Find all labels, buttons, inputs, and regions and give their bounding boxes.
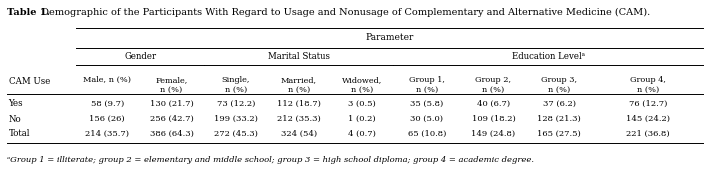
Text: Group 4,
n (%): Group 4, n (%)	[630, 76, 665, 94]
Text: Group 2,
n (%): Group 2, n (%)	[476, 76, 511, 94]
Text: 3 (0.5): 3 (0.5)	[348, 100, 376, 108]
Text: 76 (12.7): 76 (12.7)	[628, 100, 667, 108]
Text: Gender: Gender	[124, 52, 156, 61]
Text: No: No	[9, 115, 21, 123]
Text: 386 (64.3): 386 (64.3)	[150, 130, 193, 138]
Text: Married,
n (%): Married, n (%)	[281, 76, 317, 94]
Text: Parameter: Parameter	[366, 33, 413, 42]
Text: Male, n (%): Male, n (%)	[84, 76, 131, 84]
Text: 40 (6.7): 40 (6.7)	[477, 100, 510, 108]
Text: 58 (9.7): 58 (9.7)	[91, 100, 124, 108]
Text: Total: Total	[9, 129, 30, 138]
Text: 214 (35.7): 214 (35.7)	[85, 130, 129, 138]
Text: 324 (54): 324 (54)	[281, 130, 317, 138]
Text: CAM Use: CAM Use	[9, 77, 50, 86]
Text: Education Levelᵃ: Education Levelᵃ	[512, 52, 585, 61]
Text: Widowed,
n (%): Widowed, n (%)	[342, 76, 382, 94]
Text: Demographic of the Participants With Regard to Usage and Nonusage of Complementa: Demographic of the Participants With Reg…	[38, 8, 650, 17]
Text: Female,
n (%): Female, n (%)	[156, 76, 188, 94]
Text: 221 (36.8): 221 (36.8)	[626, 130, 670, 138]
Text: 73 (12.2): 73 (12.2)	[217, 100, 255, 108]
Text: Group 1,
n (%): Group 1, n (%)	[409, 76, 445, 94]
Text: 35 (5.8): 35 (5.8)	[411, 100, 443, 108]
Text: 272 (45.3): 272 (45.3)	[214, 130, 258, 138]
Text: ᵃGroup 1 = illiterate; group 2 = elementary and middle school; group 3 = high sc: ᵃGroup 1 = illiterate; group 2 = element…	[7, 156, 534, 164]
Text: 212 (35.3): 212 (35.3)	[277, 115, 321, 123]
Text: 256 (42.7): 256 (42.7)	[150, 115, 193, 123]
Text: 4 (0.7): 4 (0.7)	[348, 130, 376, 138]
Text: 156 (26): 156 (26)	[89, 115, 125, 123]
Text: 165 (27.5): 165 (27.5)	[538, 130, 581, 138]
Text: Group 3,
n (%): Group 3, n (%)	[541, 76, 578, 94]
Text: 130 (21.7): 130 (21.7)	[150, 100, 193, 108]
Text: Marital Status: Marital Status	[268, 52, 330, 61]
Text: 128 (21.3): 128 (21.3)	[538, 115, 581, 123]
Text: 30 (5.0): 30 (5.0)	[411, 115, 443, 123]
Text: 1 (0.2): 1 (0.2)	[348, 115, 376, 123]
Text: 37 (6.2): 37 (6.2)	[543, 100, 575, 108]
Text: 112 (18.7): 112 (18.7)	[277, 100, 321, 108]
Text: Table 1.: Table 1.	[7, 8, 50, 17]
Text: 109 (18.2): 109 (18.2)	[471, 115, 516, 123]
Text: 149 (24.8): 149 (24.8)	[471, 130, 516, 138]
Text: 199 (33.2): 199 (33.2)	[214, 115, 258, 123]
Text: Single,
n (%): Single, n (%)	[222, 76, 250, 94]
Text: 145 (24.2): 145 (24.2)	[625, 115, 670, 123]
Text: Yes: Yes	[9, 99, 23, 108]
Text: 65 (10.8): 65 (10.8)	[408, 130, 446, 138]
